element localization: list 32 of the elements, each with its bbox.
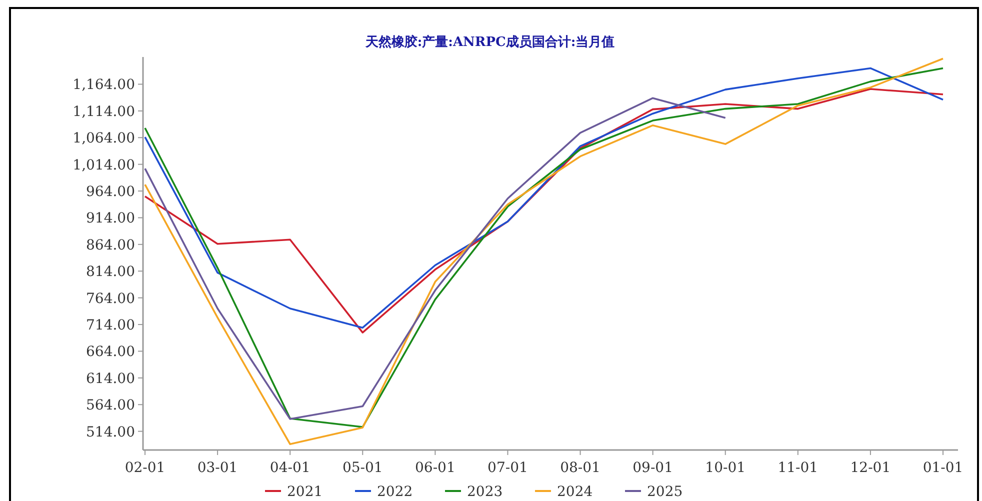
chart-title: 天然橡胶:产量:ANRPC成员国合计:当月值 — [364, 34, 615, 50]
x-tick-label: 02-01 — [124, 460, 166, 476]
y-tick-label: 514.00 — [86, 424, 135, 440]
x-tick-label: 09-01 — [632, 460, 673, 476]
x-tick-label: 05-01 — [342, 460, 383, 476]
y-tick-label: 1,014.00 — [72, 157, 135, 174]
x-tick-label: 03-01 — [197, 460, 238, 476]
y-tick-label: 714.00 — [86, 318, 135, 334]
x-tick-label: 12-01 — [850, 460, 891, 476]
y-tick-label: 914.00 — [86, 210, 135, 227]
y-tick-label: 614.00 — [86, 370, 135, 387]
legend-label: 2023 — [467, 484, 503, 500]
x-tick-label: 04-01 — [270, 460, 310, 476]
legend-label: 2022 — [377, 484, 413, 500]
x-tick-label: 07-01 — [488, 460, 528, 476]
legend-label: 2021 — [287, 484, 323, 500]
x-tick-label: 11-01 — [778, 460, 818, 476]
legend-label: 2024 — [557, 484, 593, 500]
y-tick-label: 564.00 — [86, 398, 135, 414]
y-tick-label: 964.00 — [86, 184, 135, 200]
y-tick-label: 664.00 — [86, 344, 135, 360]
legend-label: 2025 — [647, 484, 683, 500]
y-tick-label: 1,114.00 — [72, 104, 135, 120]
y-tick-label: 1,164.00 — [72, 77, 135, 94]
x-tick-label: 01-01 — [922, 460, 964, 476]
x-tick-label: 08-01 — [560, 460, 600, 476]
x-tick-label: 10-01 — [705, 460, 746, 476]
y-tick-label: 864.00 — [86, 237, 135, 254]
y-tick-label: 1,064.00 — [72, 130, 135, 147]
x-tick-label: 06-01 — [415, 460, 456, 476]
y-tick-label: 764.00 — [86, 290, 135, 307]
y-tick-label: 814.00 — [86, 264, 135, 280]
